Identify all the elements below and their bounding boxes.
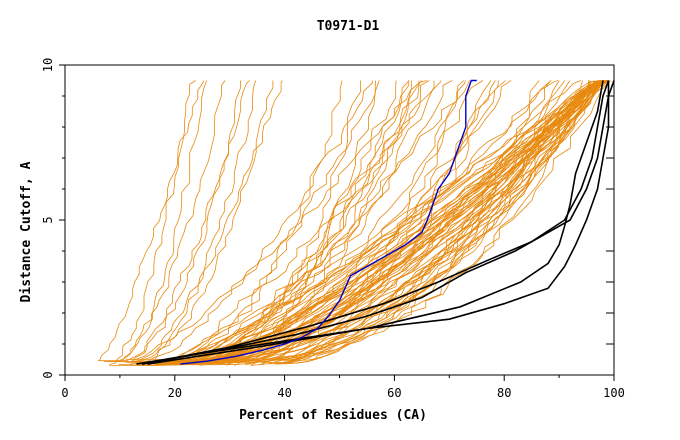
series-line-other xyxy=(168,80,600,365)
series-line-other xyxy=(177,80,496,364)
series-line-other xyxy=(150,80,409,364)
series-line-other xyxy=(241,80,608,363)
series-line-other xyxy=(167,80,466,362)
series-line-reference xyxy=(147,80,604,365)
series-line-other xyxy=(168,80,430,361)
ticks-layer: 0 20 40 60 80 100 0 5 10 xyxy=(41,58,625,400)
x-tick-label: 80 xyxy=(497,386,511,400)
series-line-other xyxy=(97,80,204,361)
x-tick-label: 60 xyxy=(387,386,401,400)
chart-title: T0971-D1 xyxy=(317,19,380,34)
series-line-other xyxy=(142,80,373,365)
series-line-other xyxy=(154,80,453,365)
series-line-other xyxy=(99,80,241,362)
series-line-other xyxy=(163,80,540,366)
series-line-other xyxy=(170,80,582,363)
series-line-other xyxy=(160,80,602,365)
plot-frame xyxy=(64,64,615,376)
series-line-other xyxy=(161,80,412,364)
series-line-other xyxy=(139,80,590,366)
series-line-other xyxy=(220,80,604,362)
series-line-other xyxy=(125,80,427,360)
series-line-other xyxy=(164,80,601,362)
series-line-other xyxy=(112,80,257,362)
series-line-other xyxy=(127,80,250,363)
x-tick-label: 100 xyxy=(603,386,625,400)
x-tick-label: 20 xyxy=(168,386,182,400)
y-axis-label: Distance Cutoff, A xyxy=(19,161,34,302)
x-tick-label: 40 xyxy=(277,386,291,400)
series-line-reference xyxy=(136,80,615,365)
x-tick-label: 0 xyxy=(61,386,68,400)
series-line-other xyxy=(268,80,603,365)
series-line-reference xyxy=(141,80,610,365)
x-axis-label: Percent of Residues (CA) xyxy=(239,408,427,423)
series-line-other xyxy=(177,80,442,363)
series-line-highlight xyxy=(180,79,477,365)
series-line-other xyxy=(155,80,607,361)
series-line-other xyxy=(274,80,610,364)
series-line-other xyxy=(118,80,274,365)
series-line-other xyxy=(226,80,602,366)
series-line-other xyxy=(158,80,397,364)
series-line-other xyxy=(115,80,422,363)
series-line-other xyxy=(283,80,609,364)
series-line-other xyxy=(146,80,283,364)
series-line-other xyxy=(107,80,226,362)
series-line-other xyxy=(135,80,361,364)
series-line-other xyxy=(109,80,196,365)
y-tick-label: 10 xyxy=(41,58,55,72)
y-tick-label: 0 xyxy=(41,371,55,378)
y-tick-label: 5 xyxy=(41,216,55,223)
series-layer xyxy=(97,79,615,366)
series-line-other xyxy=(103,80,208,362)
